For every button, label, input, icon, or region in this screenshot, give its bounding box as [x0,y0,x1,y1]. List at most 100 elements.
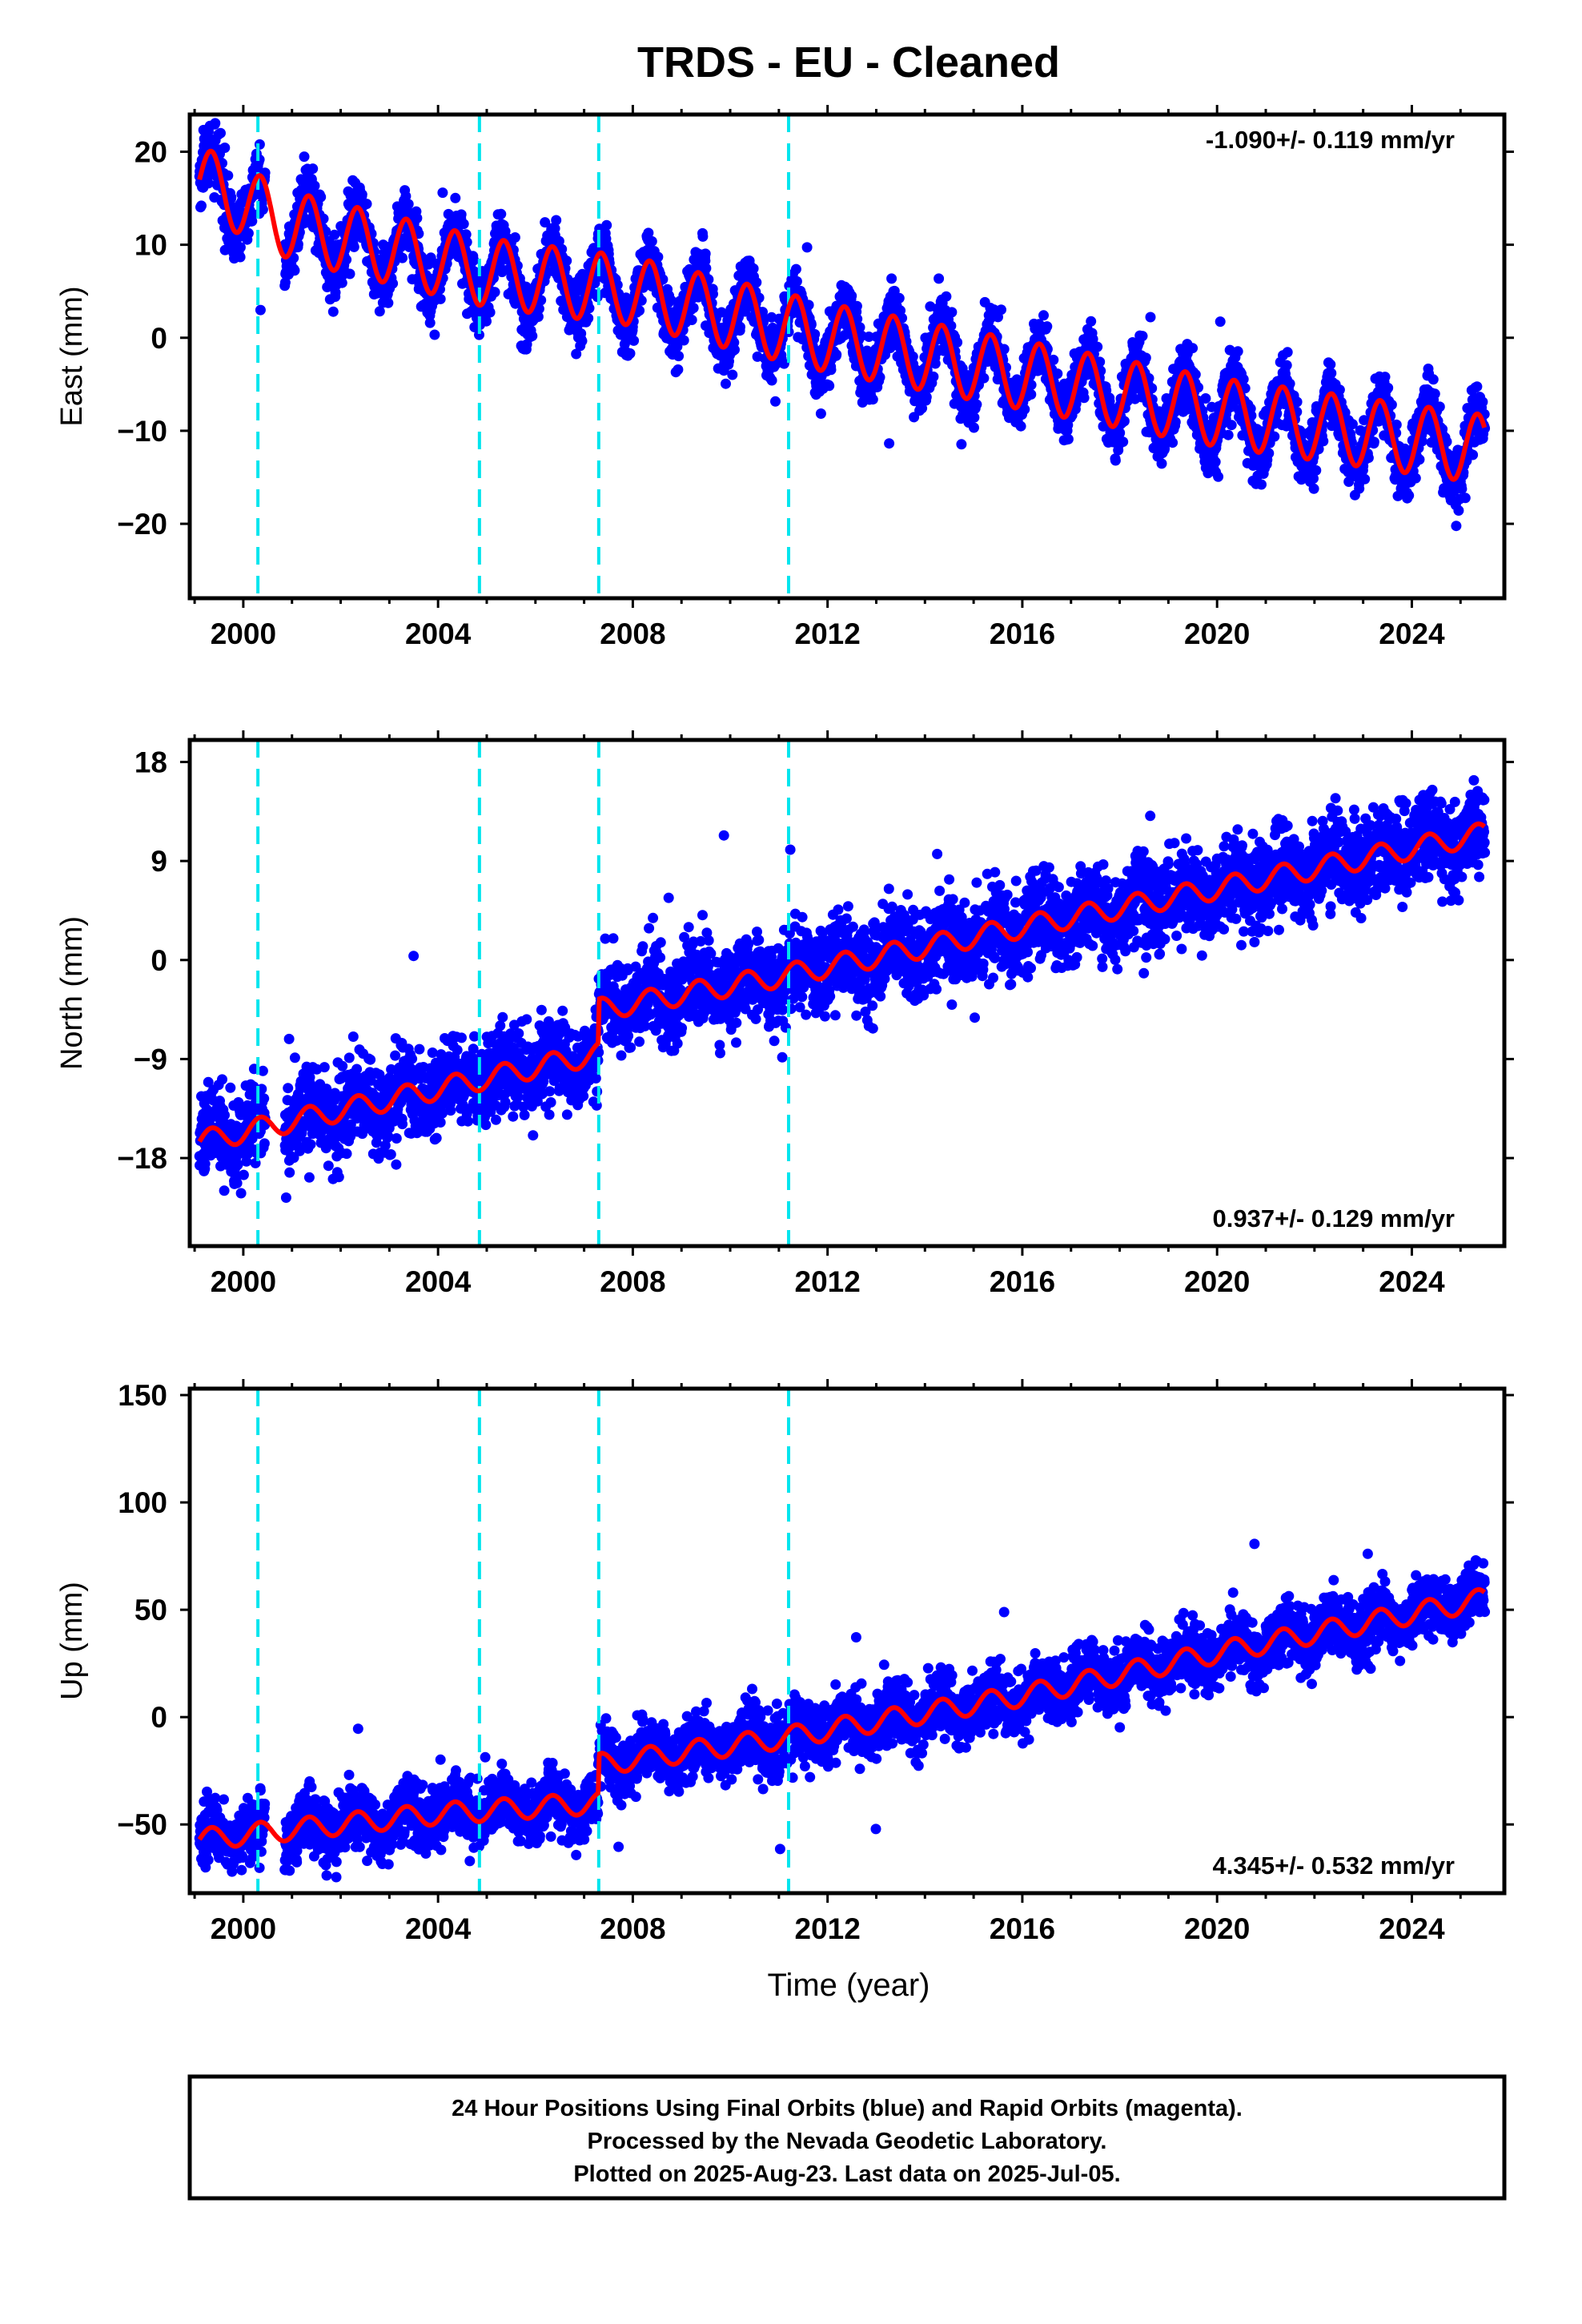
y-tick-label: 20 [135,135,167,168]
east-data-point [778,358,789,369]
east-data-point [412,212,423,223]
east-data-point [540,217,551,228]
east-data-point [1187,343,1199,354]
north-data-point [219,1110,230,1120]
east-data-point [893,292,905,304]
east-data-point [1308,483,1319,494]
east-data-point [1282,347,1293,358]
east-data-point [489,287,500,298]
east-data-point [571,348,582,360]
east-data-point [1062,433,1074,444]
east-data-point [884,438,895,449]
east-data-point [1281,360,1292,371]
east-data-point [867,394,878,405]
east-data-point [921,392,932,403]
east-data-point [387,278,399,289]
east-rate-label: -1.090+/- 0.119 mm/yr [1206,126,1455,154]
east-data-point [1368,436,1379,448]
east-data-point [791,275,802,287]
east-data-point [329,229,340,240]
east-data-point [307,163,319,175]
east-data-point [956,439,967,450]
east-data-point [437,187,448,199]
east-data-point [928,371,939,382]
east-data-point [1092,341,1103,352]
east-data-point [435,293,446,304]
east-data-point [643,227,654,239]
east-data-point [825,364,837,376]
x-tick-label: 2000 [211,617,276,650]
east-data-point [1015,420,1026,432]
east-data-point [551,215,562,226]
east-data-point [235,251,246,263]
east-data-point [496,208,507,219]
east-data-point [646,235,657,247]
east-data-point [1318,436,1329,447]
east-data-point [688,303,699,313]
north-data-point [225,1082,236,1093]
east-data-point [576,336,588,347]
east-data-point [1434,401,1445,412]
east-data-point [397,252,408,263]
y-tick-label: 10 [135,229,167,262]
east-data-point [1410,472,1421,484]
east-data-point [1429,388,1440,400]
north-data-point [217,1074,227,1085]
east-data-point [790,263,801,275]
x-tick-label: 2004 [405,617,472,650]
east-data-point [474,329,484,340]
east-data-point [288,252,299,263]
east-data-point [1042,321,1053,332]
east-data-point [1114,428,1126,438]
east-data-point [673,351,685,362]
east-data-point [484,307,496,318]
east-data-point [403,199,414,210]
x-tick-label: 2024 [1379,617,1445,650]
east-data-point [930,358,941,369]
east-data-point [1200,393,1211,404]
east-data-point [424,317,436,328]
east-data-point [831,349,842,360]
east-data-point [527,331,538,341]
east-data-point [721,378,731,389]
east-data-point [824,380,835,392]
east-data-point [815,408,826,419]
east-data-point [330,287,341,298]
x-tick-label: 2016 [990,617,1055,650]
east-data-point [429,329,440,340]
east-data-point [203,178,214,189]
east-data-point [1232,346,1243,357]
east-data-point [1110,455,1121,466]
east-y-axis-label: East (mm) [55,286,89,426]
east-data-point [400,191,412,202]
east-data-point [468,255,480,266]
east-data-point [356,189,367,200]
east-data-point [1210,456,1221,468]
east-data-point [536,295,547,306]
east-data-point [1238,374,1249,384]
east-data-point [766,375,777,386]
east-panel: 2000 2004 2008 2012 2016 2020 202420100−10−20E… [55,105,1514,650]
east-data-point [279,277,291,288]
east-data-point [686,315,697,325]
east-data-point [934,273,945,284]
east-data-point [1145,312,1156,323]
x-tick-label: 2012 [795,617,861,650]
north-data-point [235,1188,247,1199]
east-data-point [336,277,347,288]
east-data-point [481,316,492,327]
east-data-point [361,199,372,210]
east-data-point [1026,389,1037,400]
east-data-point [254,139,265,150]
east-data-point [1078,392,1090,404]
x-tick-label: 2020 [1184,617,1250,650]
east-data-point [1379,372,1391,383]
east-data-point [1468,449,1479,460]
east-data-point [1326,368,1337,379]
east-data-point [532,312,544,322]
east-data-point [1472,381,1483,392]
east-data-point [341,254,352,265]
east-data-point [1359,473,1371,485]
east-data-point [1311,464,1322,476]
east-data-point [1456,484,1468,494]
